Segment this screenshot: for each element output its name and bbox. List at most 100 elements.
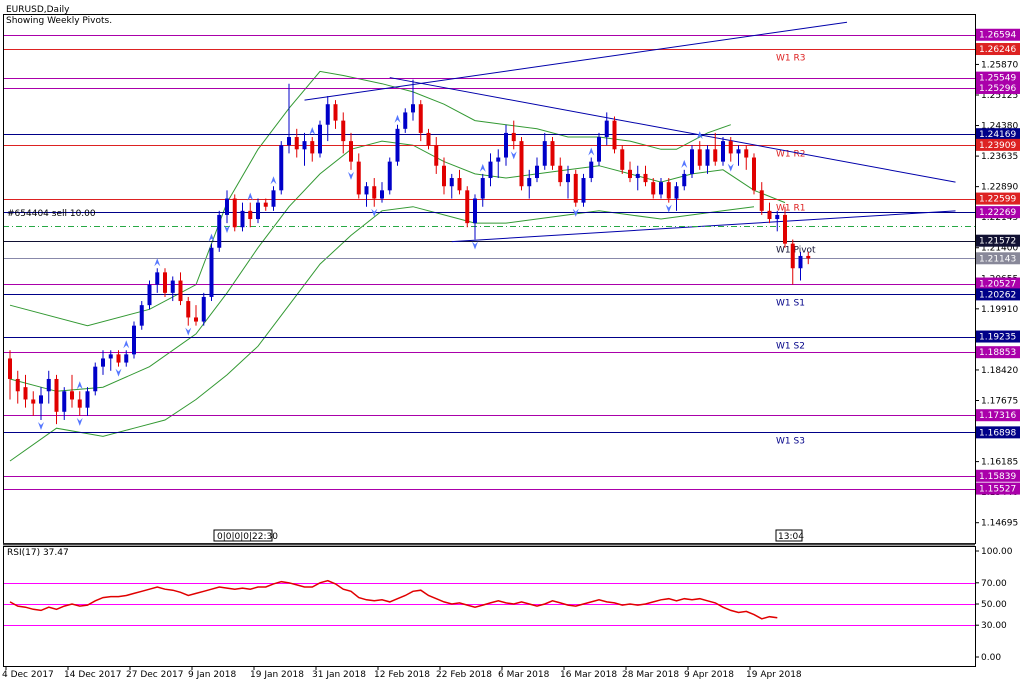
candle-body bbox=[256, 202, 260, 220]
candle bbox=[418, 100, 423, 142]
candle-body bbox=[411, 104, 415, 113]
candle-body bbox=[349, 141, 353, 162]
candle-body bbox=[442, 165, 446, 187]
candle bbox=[651, 178, 656, 199]
fractal-down-icon bbox=[185, 327, 192, 336]
time-tick-label: 16 Mar 2018 bbox=[560, 670, 617, 680]
candle bbox=[194, 305, 198, 326]
rsi-panel: 100.00 70.00 50.00 30.00 0.00 bbox=[3, 547, 1013, 663]
candle-body bbox=[39, 395, 43, 404]
candle bbox=[798, 251, 803, 281]
price-tag-label: 1.23909 bbox=[979, 141, 1016, 151]
candle-body bbox=[101, 358, 105, 367]
candle-body bbox=[775, 214, 780, 220]
candle bbox=[573, 169, 578, 207]
level-label: W1 R2 bbox=[776, 150, 805, 160]
candle bbox=[604, 112, 609, 146]
candle bbox=[550, 137, 555, 170]
candle-body bbox=[449, 178, 454, 187]
time-axis: 0|0|0|0|22:30 13:04 4 Dec 2017 14 Dec 2017 2… bbox=[2, 529, 804, 680]
price-tag bbox=[976, 482, 1020, 495]
candle bbox=[263, 198, 268, 211]
candle-body bbox=[542, 141, 547, 166]
candle bbox=[682, 169, 687, 191]
candle-body bbox=[604, 120, 609, 138]
candle-body bbox=[690, 149, 694, 174]
candle-body bbox=[271, 190, 276, 207]
candle-body bbox=[116, 354, 121, 363]
price-tick-label: 1.25125 bbox=[981, 91, 1018, 101]
fractal-up-icon bbox=[154, 258, 161, 267]
candle-body bbox=[310, 141, 315, 154]
candle bbox=[504, 124, 508, 166]
candle-body bbox=[744, 149, 749, 158]
time-tick-label: 6 Mar 2018 bbox=[498, 670, 550, 680]
price-tag bbox=[976, 330, 1020, 343]
candle-body bbox=[612, 120, 617, 150]
candle-body bbox=[682, 173, 687, 187]
rsi-pane-frame bbox=[3, 546, 976, 667]
candle bbox=[349, 132, 353, 170]
price-tag bbox=[976, 206, 1020, 219]
price-tick-label: 1.23635 bbox=[981, 152, 1018, 162]
time-tick-label: 19 Apr 2018 bbox=[746, 670, 802, 680]
price-tag bbox=[976, 252, 1020, 265]
price-tag-label: 1.20262 bbox=[979, 290, 1016, 300]
candle bbox=[124, 350, 129, 367]
candle bbox=[666, 178, 671, 203]
price-tag bbox=[976, 409, 1020, 422]
candle-body bbox=[457, 178, 462, 191]
price-tag-label: 1.26246 bbox=[979, 45, 1016, 55]
candle-body bbox=[651, 182, 656, 195]
candle bbox=[8, 350, 12, 400]
fractal-arrows bbox=[38, 114, 734, 430]
price-tag-label: 1.22599 bbox=[979, 195, 1016, 205]
candle bbox=[635, 165, 640, 191]
candle bbox=[736, 145, 741, 166]
candle bbox=[558, 157, 563, 187]
price-tag-label: 1.21572 bbox=[979, 237, 1016, 247]
candle bbox=[294, 128, 299, 158]
candle bbox=[713, 132, 718, 166]
end-time-marker bbox=[775, 529, 803, 542]
candle bbox=[705, 145, 710, 174]
price-tag bbox=[976, 192, 1020, 205]
candle-body bbox=[488, 161, 493, 179]
candle-body bbox=[139, 305, 144, 326]
fractal-up-icon bbox=[696, 131, 703, 140]
candle bbox=[155, 268, 160, 293]
candle bbox=[248, 202, 253, 228]
price-candles bbox=[8, 79, 811, 425]
candle-body bbox=[163, 272, 167, 293]
candle bbox=[643, 165, 648, 187]
candle bbox=[721, 137, 725, 166]
price-tick-label: 1.25870 bbox=[981, 60, 1018, 70]
candle-body bbox=[287, 137, 291, 146]
candle-body bbox=[628, 169, 632, 179]
candle bbox=[442, 157, 446, 195]
candle bbox=[597, 132, 601, 166]
candle bbox=[240, 202, 245, 232]
price-tag bbox=[976, 81, 1020, 94]
price-tag-label: 1.18853 bbox=[979, 348, 1016, 358]
candle bbox=[178, 272, 183, 306]
time-tick-label: 4 Dec 2017 bbox=[2, 670, 54, 680]
candle bbox=[380, 182, 384, 203]
candle bbox=[566, 165, 570, 199]
candle bbox=[39, 387, 43, 420]
candle-body bbox=[263, 202, 268, 207]
fractal-up-icon bbox=[394, 114, 401, 123]
candle-body bbox=[194, 317, 198, 322]
candle-body bbox=[674, 186, 679, 199]
candle bbox=[116, 350, 121, 367]
candle-body bbox=[573, 173, 578, 203]
candle bbox=[519, 137, 524, 191]
price-tag-label: 1.15839 bbox=[979, 472, 1016, 482]
candle-body bbox=[70, 391, 74, 400]
level-label: W1 R3 bbox=[776, 54, 805, 64]
candle-body bbox=[232, 198, 237, 228]
band-upper-line bbox=[9, 70, 731, 327]
price-tick-label: 1.18420 bbox=[981, 366, 1018, 376]
fractal-down-icon bbox=[38, 421, 44, 430]
fractal-down-icon bbox=[665, 204, 672, 213]
